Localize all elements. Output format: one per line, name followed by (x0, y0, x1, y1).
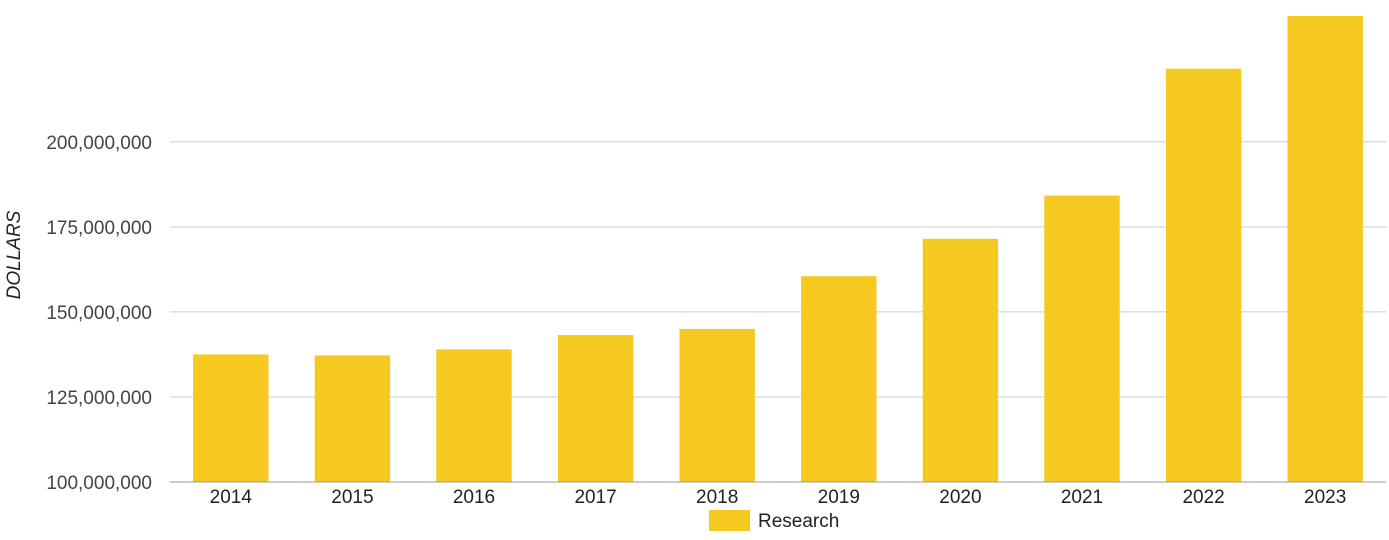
y-axis-ticks: 100,000,000 125,000,000 150,000,000 175,000… (46, 133, 152, 494)
y-tick-label: 175,000,000 (46, 218, 152, 239)
x-tick-label: 2014 (210, 487, 253, 508)
y-tick-label: 100,000,000 (46, 473, 152, 494)
y-axis-title: DOLLARS (4, 210, 25, 299)
bar-2018 (679, 328, 755, 482)
bar-2021 (1044, 195, 1120, 482)
x-axis-ticks: 2014 2015 2016 2017 2018 2019 2020 2021 2022 2023 (210, 487, 1347, 508)
x-tick-label: 2023 (1304, 487, 1346, 508)
legend: Research (709, 510, 839, 532)
bar-2023 (1287, 16, 1363, 482)
bar-2016 (436, 349, 512, 482)
x-tick-label: 2021 (1061, 487, 1103, 508)
y-tick-label: 150,000,000 (46, 303, 152, 324)
x-tick-label: 2019 (818, 487, 860, 508)
x-tick-label: 2016 (453, 487, 495, 508)
x-tick-label: 2015 (331, 487, 373, 508)
x-tick-label: 2018 (696, 487, 738, 508)
bar-2022 (1165, 68, 1242, 482)
bar-2019 (801, 276, 877, 482)
bar-2014 (193, 354, 269, 482)
y-tick-label: 200,000,000 (46, 133, 152, 154)
bar-2017 (557, 335, 634, 482)
y-tick-label: 125,000,000 (46, 388, 152, 409)
bars (193, 16, 1363, 482)
x-tick-label: 2020 (939, 487, 981, 508)
x-tick-label: 2017 (574, 487, 616, 508)
bar-2020 (922, 238, 999, 482)
legend-swatch-research (709, 510, 750, 531)
x-tick-label: 2022 (1182, 487, 1224, 508)
legend-label-research: Research (758, 511, 839, 532)
bar-2015 (314, 355, 391, 482)
